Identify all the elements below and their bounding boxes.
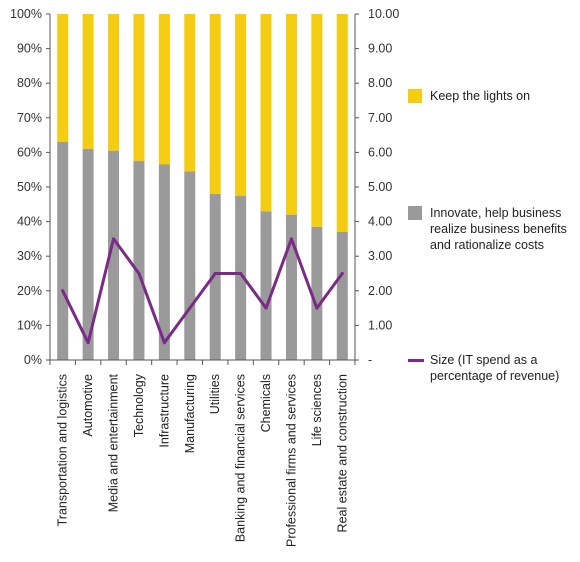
- bar-keep-6: [209, 14, 221, 194]
- bar-keep-2: [108, 14, 120, 151]
- category-label-5: Manufacturing: [183, 374, 197, 453]
- bar-innovate-8: [260, 211, 272, 360]
- bar-innovate-9: [285, 214, 297, 360]
- bar-keep-8: [260, 14, 272, 212]
- legend-item-keep-the-lights-on: Keep the lights on: [408, 88, 580, 104]
- bar-innovate-6: [209, 193, 221, 360]
- bar-keep-3: [133, 14, 145, 162]
- category-label-8: Chemicals: [259, 374, 273, 432]
- category-label-6: Utilities: [208, 374, 222, 414]
- bar-innovate-0: [57, 142, 69, 360]
- legend-item-size: Size (IT spend as a percentage of revenu…: [408, 352, 580, 384]
- size-point-4: [162, 341, 166, 345]
- size-point-2: [112, 237, 116, 241]
- right-tick-label-5: 5.00: [368, 180, 392, 194]
- bar-innovate-5: [184, 171, 196, 360]
- bar-innovate-1: [82, 148, 94, 360]
- bar-innovate-3: [133, 161, 145, 360]
- category-label-3: Technology: [132, 373, 146, 437]
- right-tick-label-3: 3.00: [368, 249, 392, 263]
- right-tick-label-7: 7.00: [368, 111, 392, 125]
- category-label-1: Automotive: [81, 374, 95, 437]
- category-label-11: Real estate and construction: [335, 374, 349, 532]
- right-tick-label-6: 6.00: [368, 145, 392, 159]
- bar-keep-1: [82, 14, 94, 149]
- left-tick-label-4: 40%: [17, 215, 42, 229]
- bar-innovate-7: [235, 195, 247, 360]
- left-tick-label-6: 60%: [17, 145, 42, 159]
- right-tick-label-2: 2.00: [368, 284, 392, 298]
- bar-innovate-11: [336, 231, 348, 360]
- right-tick-label-10: 10.00: [368, 7, 399, 21]
- size-point-11: [340, 272, 344, 275]
- right-tick-label-4: 4.00: [368, 215, 392, 229]
- bar-innovate-2: [108, 150, 120, 360]
- right-tick-label-0: -: [368, 353, 372, 367]
- bar-keep-0: [57, 14, 69, 143]
- legend-swatch-size: [408, 359, 424, 362]
- left-tick-label-0: 0%: [24, 353, 42, 367]
- legend-swatch-keep-the-lights-on: [408, 89, 422, 103]
- size-point-8: [264, 306, 268, 310]
- bar-keep-9: [285, 14, 297, 215]
- left-tick-label-3: 30%: [17, 249, 42, 263]
- size-point-10: [315, 306, 319, 310]
- bar-innovate-4: [158, 164, 170, 360]
- bar-keep-4: [158, 14, 170, 165]
- legend-label-size: Size (IT spend as a percentage of revenu…: [430, 353, 560, 383]
- left-tick-label-1: 10%: [17, 318, 42, 332]
- bar-keep-7: [235, 14, 247, 196]
- left-tick-label-9: 90%: [17, 42, 42, 56]
- right-tick-label-8: 8.00: [368, 76, 392, 90]
- category-label-9: Professional firms and services: [284, 374, 298, 547]
- series-line-size: [61, 237, 344, 345]
- legend-label-innovate: Innovate, help business realize business…: [430, 206, 567, 252]
- left-tick-label-7: 70%: [17, 111, 42, 125]
- legend-item-innovate: Innovate, help business realize business…: [408, 205, 580, 253]
- size-point-3: [137, 272, 141, 275]
- size-point-7: [239, 272, 243, 275]
- category-label-2: Media and entertainment: [107, 373, 121, 512]
- size-point-5: [188, 306, 192, 310]
- left-tick-label-2: 20%: [17, 284, 42, 298]
- category-label-7: Banking and financial services: [234, 374, 248, 542]
- bar-keep-5: [184, 14, 196, 172]
- size-point-1: [86, 341, 90, 345]
- legend-swatch-innovate: [408, 206, 422, 220]
- category-label-10: Life sciences: [310, 374, 324, 446]
- size-point-6: [213, 272, 217, 275]
- size-point-0: [61, 289, 65, 293]
- left-tick-label-10: 100%: [10, 7, 42, 21]
- category-label-4: Infrastructure: [157, 374, 171, 448]
- category-label-0: Transportation and logistics: [56, 374, 70, 526]
- right-tick-label-9: 9.00: [368, 42, 392, 56]
- legend-label-keep-the-lights-on: Keep the lights on: [430, 89, 531, 103]
- right-tick-label-1: 1.00: [368, 318, 392, 332]
- bar-keep-11: [336, 14, 348, 232]
- bar-innovate-10: [311, 226, 323, 360]
- left-tick-label-8: 80%: [17, 76, 42, 90]
- left-tick-label-5: 50%: [17, 180, 42, 194]
- bar-keep-10: [311, 14, 323, 227]
- size-point-9: [289, 237, 293, 241]
